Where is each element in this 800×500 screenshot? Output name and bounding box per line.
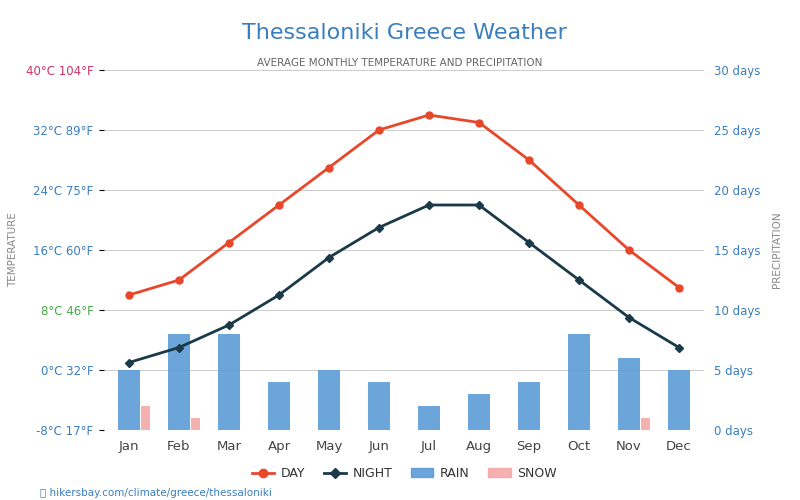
Y-axis label: PRECIPITATION: PRECIPITATION [772, 212, 782, 288]
Bar [618, 358, 640, 430]
Bar [468, 394, 490, 430]
Bar [668, 370, 690, 430]
Bar [118, 370, 140, 430]
Legend: DAY, NIGHT, RAIN, SNOW: DAY, NIGHT, RAIN, SNOW [246, 462, 562, 485]
Bar [568, 334, 590, 430]
Bar [418, 406, 440, 430]
Bar [141, 406, 150, 430]
Bar [641, 418, 650, 430]
Bar [518, 382, 540, 430]
Bar [218, 334, 240, 430]
Bar [318, 370, 340, 430]
Title: Thessaloniki Greece Weather: Thessaloniki Greece Weather [242, 24, 566, 44]
Text: AVERAGE MONTHLY TEMPERATURE AND PRECIPITATION: AVERAGE MONTHLY TEMPERATURE AND PRECIPIT… [258, 58, 542, 68]
Bar [168, 334, 190, 430]
Bar [268, 382, 290, 430]
Text: 🌐 hikersbay.com/climate/greece/thessaloniki: 🌐 hikersbay.com/climate/greece/thessalon… [40, 488, 272, 498]
Bar [190, 418, 200, 430]
Bar [368, 382, 390, 430]
Y-axis label: TEMPERATURE: TEMPERATURE [8, 212, 18, 288]
